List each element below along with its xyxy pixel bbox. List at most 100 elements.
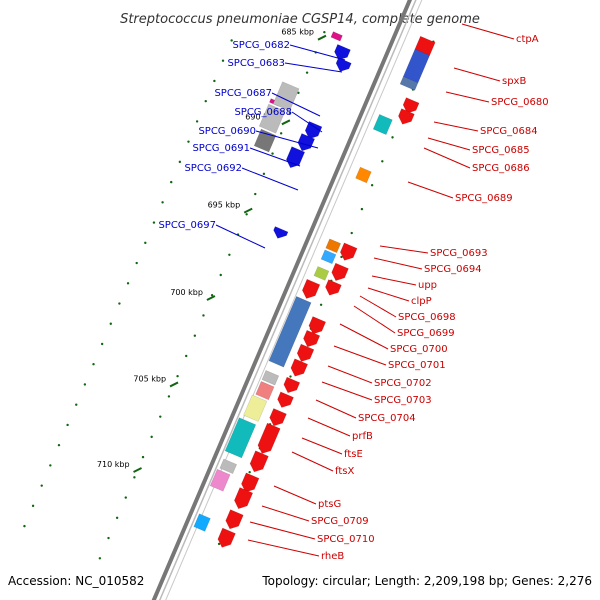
guide-dot [118, 302, 121, 305]
guide-dot [40, 484, 43, 487]
guide-dot [204, 99, 207, 103]
callout-line [315, 399, 357, 419]
tick-mark [317, 34, 327, 41]
gene-block [301, 278, 321, 299]
gene-block [193, 513, 211, 532]
guide-dot [75, 403, 78, 406]
guide-dot [221, 59, 225, 62]
gene-arrow [402, 97, 420, 114]
guide-dot [115, 516, 119, 520]
callout-line [215, 224, 266, 249]
guide-dot [141, 455, 145, 459]
guide-dot [57, 443, 61, 447]
gene-arrow [257, 422, 281, 454]
gene-arrow [334, 43, 351, 61]
gene-block [313, 266, 330, 281]
callout-line [249, 521, 316, 540]
callout-line [307, 417, 351, 437]
gene-block [355, 166, 372, 184]
gene-block [399, 76, 419, 91]
gene-block [268, 296, 312, 368]
gene-label: prfB [352, 431, 373, 442]
guide-dot [289, 375, 292, 378]
genome-backbone [151, 0, 423, 600]
gene-arrow [303, 329, 321, 348]
tick-label: 710 kbp [97, 460, 130, 469]
callout-line [333, 345, 387, 366]
guide-dot [150, 435, 153, 439]
gene-block [253, 128, 277, 153]
gene-label: SPCG_0710 [317, 534, 375, 545]
callout-line [247, 539, 320, 557]
map-title: Streptococcus pneumoniae CGSP14, complet… [120, 12, 480, 27]
reverse-strand-features [193, 35, 436, 548]
callout-line [249, 147, 301, 167]
gene-label: SPCG_0682 [232, 40, 290, 51]
guide-dot [23, 524, 26, 528]
callout-line [271, 92, 321, 117]
scale-ticks: 685 kbp 690 kbp 695 kbp 700 kbp 705 kbp 710 k… [97, 28, 327, 473]
guide-dot [217, 542, 221, 546]
callout-line [445, 91, 490, 103]
gene-arrow [296, 343, 315, 362]
guide-dot [133, 476, 136, 479]
gene-block [261, 369, 280, 386]
forward-strand-features [253, 31, 352, 239]
gene-label: SPCG_0698 [398, 312, 456, 323]
gene-label: SPCG_0687 [214, 88, 272, 99]
gene-label: SPCG_0692 [184, 163, 242, 174]
tick-mark [206, 295, 216, 301]
gene-arrow [241, 472, 260, 493]
guide-dot [391, 136, 394, 139]
gene-label: ftsE [344, 449, 363, 460]
guide-dot [135, 261, 138, 265]
guide-dot [213, 79, 216, 83]
guide-dot [124, 496, 127, 499]
gene-label: SPCG_0702 [374, 378, 432, 389]
guide-dot [288, 111, 292, 115]
callout-line [433, 121, 479, 132]
guide-dot [350, 231, 353, 235]
guide-dot [370, 184, 374, 187]
gene-label: spxB [502, 76, 526, 87]
callout-line [407, 181, 454, 199]
reverse-gene-callouts: ctpA spxB SPCG_0680 SPCG_0684 SPCG_0685 SPCG_… [247, 23, 549, 562]
callout-line [327, 365, 373, 384]
gene-arrow [217, 527, 236, 548]
accession-text: Accession: NC_010582 [8, 574, 144, 588]
callout-line [291, 111, 323, 133]
callout-line [453, 67, 501, 82]
gene-block [258, 103, 286, 134]
guide-dot [100, 342, 104, 346]
gene-arrow [234, 487, 254, 510]
guide-dot [31, 504, 35, 508]
gene-arrow [283, 376, 301, 394]
tick-mark [169, 381, 179, 388]
callout-line [261, 505, 310, 522]
guide-dot [254, 192, 257, 196]
gene-arrow [331, 262, 349, 281]
guide-dot [176, 374, 179, 378]
backbone-line [151, 0, 413, 600]
gene-arrow [277, 391, 294, 408]
gene-arrow [249, 450, 269, 473]
guide-dot [340, 255, 343, 259]
callout-line [359, 295, 397, 318]
guide-dot [319, 303, 323, 306]
gene-arrow [304, 120, 323, 140]
callout-line [423, 147, 471, 169]
callout-line [255, 130, 319, 149]
callout-line [339, 323, 389, 350]
guide-dot [178, 160, 182, 164]
guide-dot [297, 91, 300, 95]
tick-mark [243, 207, 253, 214]
gene-label: SPCG_0700 [390, 344, 448, 355]
gene-label: SPCG_0699 [397, 328, 455, 339]
tick-label: 690 kbp [245, 112, 278, 121]
callout-line [367, 287, 410, 302]
guide-dot [360, 207, 364, 211]
gene-label: ptsG [318, 499, 341, 510]
callout-line [373, 257, 423, 270]
tick-mark [281, 119, 291, 126]
